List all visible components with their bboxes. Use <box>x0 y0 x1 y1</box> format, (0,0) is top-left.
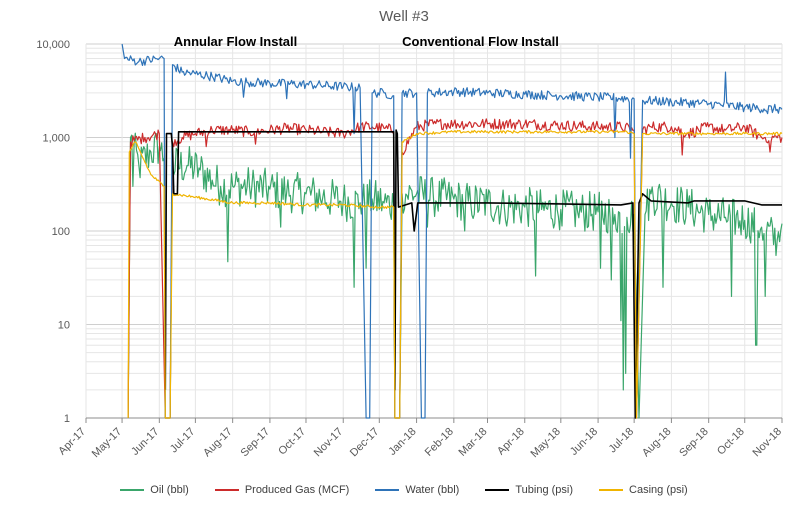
series-layer <box>121 43 783 419</box>
x-tick-label: Aug-17 <box>201 426 235 460</box>
x-tick-label: Aug-18 <box>640 426 674 460</box>
x-tick-label: Jun-17 <box>129 426 161 458</box>
y-tick-label: 10,000 <box>36 39 70 51</box>
x-tick-label: May-17 <box>90 426 124 460</box>
legend-label: Oil (bbl) <box>150 484 189 496</box>
x-tick-label: Mar-18 <box>456 426 489 459</box>
legend-swatch <box>120 489 145 491</box>
legend-item: Water (bbl) <box>375 484 459 496</box>
y-tick-label: 100 <box>52 226 70 238</box>
series-line-3 <box>164 129 782 419</box>
annotation-label: Annular Flow Install <box>174 34 298 49</box>
x-tick-label: Nov-17 <box>312 426 346 460</box>
series-line-2 <box>121 43 783 419</box>
legend-swatch <box>599 489 624 491</box>
x-tick-label: Sep-17 <box>238 426 272 460</box>
legend-swatch <box>485 489 510 491</box>
x-tick-label: Dec-17 <box>348 426 382 460</box>
legend-item: Casing (psi) <box>599 484 688 496</box>
y-tick-label: 10 <box>58 320 70 332</box>
x-tick-label: Sep-18 <box>677 426 711 460</box>
x-tick-label: Jun-18 <box>568 426 600 458</box>
series-line-0 <box>127 132 783 419</box>
x-tick-label: May-18 <box>529 426 563 460</box>
legend-label: Casing (psi) <box>629 484 688 496</box>
x-tick-label: Jan-18 <box>386 426 418 458</box>
annotation-layer: Annular Flow Install Conventional Flow In… <box>174 34 559 49</box>
annotation-label: Conventional Flow Install <box>402 34 559 49</box>
x-tick-label: Jul-17 <box>168 426 198 456</box>
x-tick-label: Nov-18 <box>751 426 785 460</box>
x-tick-label: Apr-18 <box>495 426 527 458</box>
x-tick-label: Oct-17 <box>276 426 308 458</box>
x-tick-label: Jul-18 <box>607 426 637 456</box>
legend-item: Tubing (psi) <box>485 484 573 496</box>
legend: Oil (bbl) Produced Gas (MCF) Water (bbl) Tu… <box>0 484 808 496</box>
y-tick-label: 1,000 <box>42 133 70 145</box>
x-tick-label: Apr-17 <box>56 426 88 458</box>
grid-lines <box>85 43 783 419</box>
x-tick-label: Oct-18 <box>715 426 747 458</box>
legend-item: Produced Gas (MCF) <box>214 484 350 496</box>
legend-label: Water (bbl) <box>405 484 460 496</box>
series-line-1 <box>127 118 783 419</box>
series-line-4 <box>127 129 783 419</box>
y-tick-label: 1 <box>64 413 70 425</box>
legend-item: Oil (bbl) <box>120 484 189 496</box>
legend-swatch <box>214 489 239 491</box>
x-tick-label: Feb-18 <box>423 426 456 459</box>
legend-label: Tubing (psi) <box>515 484 574 496</box>
chart-title: Well #3 <box>379 8 429 25</box>
legend-swatch <box>375 489 400 491</box>
legend-label: Produced Gas (MCF) <box>244 484 350 496</box>
